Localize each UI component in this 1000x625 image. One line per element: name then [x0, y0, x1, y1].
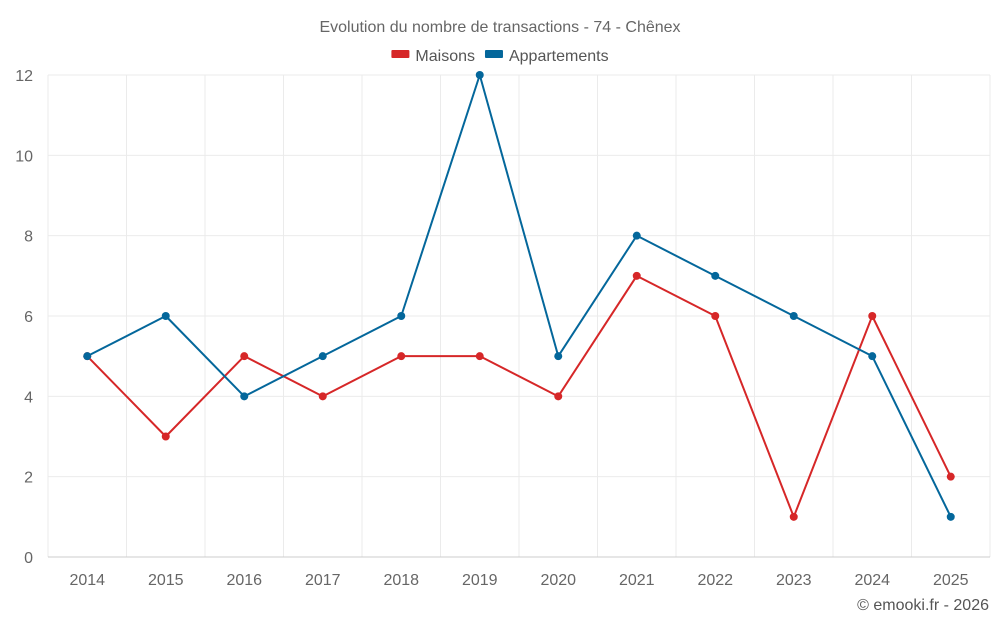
data-point[interactable]: [240, 352, 249, 361]
data-point[interactable]: [318, 352, 327, 361]
series-group: [83, 71, 955, 521]
y-tick-label: 0: [24, 550, 33, 567]
data-point[interactable]: [397, 312, 406, 320]
y-tick-label: 6: [24, 309, 33, 326]
data-point[interactable]: [632, 231, 641, 240]
x-axis-ticks: 2014 2015 2016 2017 2018 2019 2020 2021 2022 2023…: [69, 572, 968, 589]
x-tick-label: 2019: [462, 572, 498, 589]
x-tick-label: 2023: [776, 572, 812, 589]
x-tick-label: 2014: [69, 572, 105, 589]
series-line: [86, 74, 952, 518]
data-point[interactable]: [475, 352, 484, 361]
data-point[interactable]: [161, 432, 170, 441]
data-point[interactable]: [868, 352, 877, 361]
data-point[interactable]: [475, 71, 484, 79]
y-tick-label: 2: [24, 470, 33, 487]
data-point[interactable]: [397, 352, 406, 361]
legend-label: Maisons: [415, 48, 475, 65]
x-grid: [47, 75, 991, 557]
x-tick-label: 2022: [697, 572, 733, 589]
x-tick-label: 2021: [619, 572, 655, 589]
x-tick-label: 2018: [383, 572, 419, 589]
series-line: [86, 274, 952, 518]
y-tick-label: 8: [24, 229, 33, 246]
y-axis-ticks: 0 2 4 6 8 10 12: [15, 68, 33, 567]
x-tick-label: 2025: [933, 572, 969, 589]
x-tick-label: 2020: [540, 572, 576, 589]
data-point[interactable]: [240, 392, 249, 401]
x-tick-label: 2024: [854, 572, 890, 589]
data-point[interactable]: [868, 312, 877, 320]
data-point[interactable]: [161, 312, 170, 320]
data-point[interactable]: [789, 512, 798, 521]
data-point[interactable]: [711, 312, 720, 320]
legend: Maisons Appartements: [391, 48, 609, 65]
credit-text: © emooki.fr - 2026: [857, 597, 989, 614]
y-tick-label: 12: [15, 68, 33, 85]
data-point[interactable]: [554, 352, 563, 361]
x-tick-label: 2016: [226, 572, 262, 589]
data-point[interactable]: [789, 312, 798, 320]
legend-label: Appartements: [509, 48, 609, 65]
legend-swatch: [391, 50, 410, 58]
data-point[interactable]: [711, 271, 720, 280]
series-maisons: [83, 271, 955, 521]
legend-item-maisons[interactable]: Maisons: [391, 48, 475, 65]
data-point[interactable]: [632, 271, 641, 280]
chart-title: Evolution du nombre de transactions - 74…: [319, 19, 680, 36]
data-point[interactable]: [318, 392, 327, 401]
legend-item-appartements[interactable]: Appartements: [484, 48, 609, 65]
y-tick-label: 10: [15, 148, 33, 165]
data-point[interactable]: [83, 352, 92, 361]
data-point[interactable]: [554, 392, 563, 401]
data-point[interactable]: [946, 512, 955, 521]
legend-swatch: [484, 50, 503, 58]
series-appartements: [83, 71, 955, 521]
x-tick-label: 2015: [148, 572, 184, 589]
x-tick-label: 2017: [305, 572, 341, 589]
y-tick-label: 4: [24, 389, 33, 406]
data-point[interactable]: [946, 472, 955, 481]
